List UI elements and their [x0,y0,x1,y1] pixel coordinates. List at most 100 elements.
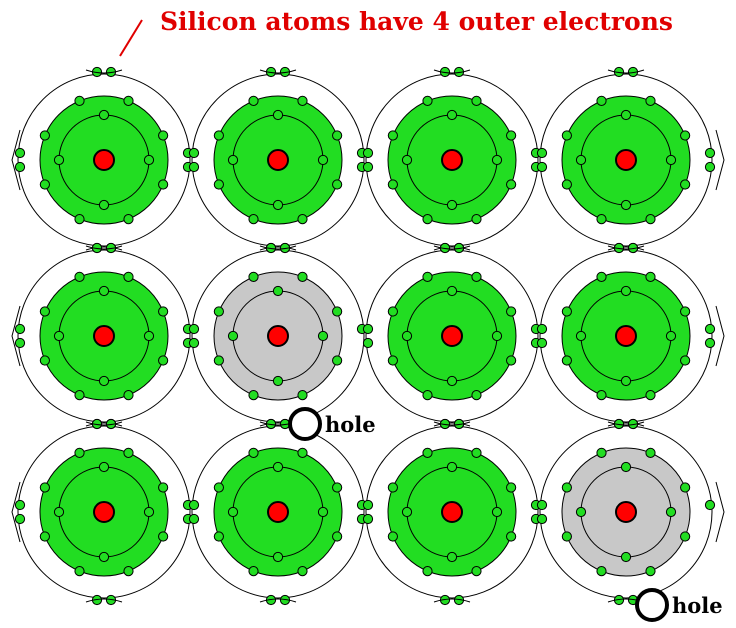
electron [422,271,433,282]
silicon-atom [362,418,542,606]
electron [123,566,134,577]
valence-electron [536,147,548,159]
valence-electron [536,499,548,511]
electron [297,214,308,225]
electron [596,214,607,225]
bond-arc [85,246,123,251]
electron [98,199,110,211]
valence-electron [362,161,374,173]
edge-bond-mark [11,305,21,367]
valence-electron [14,513,26,525]
electron [98,285,110,297]
silicon-atom [14,66,194,254]
electron [74,566,85,577]
electron [561,531,572,542]
electron [39,130,50,141]
bond-arc [85,69,123,74]
electron [471,390,482,401]
electron [158,482,169,493]
electron [297,447,308,458]
bond-arc [607,422,645,427]
electron [272,551,284,563]
bond-arc [259,246,297,251]
holes-layer: hole hole [288,407,723,622]
electron [213,306,224,317]
electron [213,130,224,141]
outer-shell [191,73,365,247]
electron [227,154,239,166]
valence-electron [704,323,716,335]
bond-arc [607,421,645,426]
bond-arc [607,245,645,250]
outer-shell [539,73,713,247]
electron [272,375,284,387]
nucleus [441,325,463,347]
bond-arc [85,422,123,427]
electron [620,551,632,563]
bond-arc [85,598,123,603]
electron [39,355,50,366]
electron [506,355,517,366]
valence-electron [536,337,548,349]
electron [446,375,458,387]
electron [446,551,458,563]
dopant-atom [536,418,716,606]
electron [227,506,239,518]
electron [143,154,155,166]
electron [422,214,433,225]
outer-shell [191,249,365,423]
outer-shell [365,425,539,599]
electron [248,566,259,577]
electron [74,95,85,106]
nucleus [93,325,115,347]
electron [506,306,517,317]
electron [596,95,607,106]
electron [272,199,284,211]
valence-electron [536,323,548,335]
edge-bond-mark [11,129,21,191]
valence-electron [14,499,26,511]
nucleus [441,149,463,171]
electron [248,447,259,458]
nucleus [267,325,289,347]
electron [39,179,50,190]
outer-shell [17,73,191,247]
silicon-atom [188,418,368,606]
electron [620,375,632,387]
electron [39,482,50,493]
electron [158,130,169,141]
hole-marker [635,588,669,622]
dopant-atom [188,242,368,430]
electron [665,506,677,518]
nucleus [615,149,637,171]
electron [506,179,517,190]
electron [143,330,155,342]
valence-electron [704,161,716,173]
electron [401,154,413,166]
valence-electron [14,147,26,159]
valence-electron [188,513,200,525]
valence-electron [704,337,716,349]
valence-electron [362,513,374,525]
electron [248,390,259,401]
electron [446,109,458,121]
electron [561,482,572,493]
nucleus [615,501,637,523]
electron [620,461,632,473]
bond-arc [85,421,123,426]
electron [471,271,482,282]
electron [491,330,503,342]
electron [596,390,607,401]
electron [422,566,433,577]
electron [332,179,343,190]
electron [596,447,607,458]
electron [575,154,587,166]
silicon-atom [362,242,542,430]
electron [53,330,65,342]
valence-electron [188,147,200,159]
outer-shell [191,425,365,599]
electron [645,566,656,577]
electron [332,482,343,493]
electron [387,179,398,190]
electron [53,154,65,166]
